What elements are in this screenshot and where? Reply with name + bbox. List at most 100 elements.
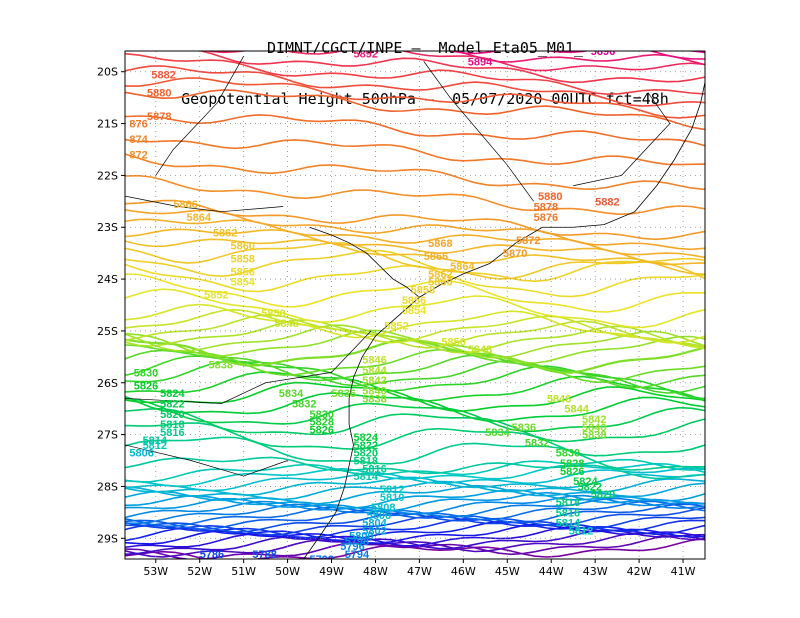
x-tick-label: 50W xyxy=(275,565,300,578)
contour-label: 5832 xyxy=(292,398,316,410)
contour-label: 5814 xyxy=(556,518,581,530)
contour-label: 5896 xyxy=(591,46,615,58)
contour-label: 5880 xyxy=(538,191,562,203)
contour-label: 5844 xyxy=(362,365,387,377)
contour-label: 5876 xyxy=(534,212,558,224)
contour-label: 5858 xyxy=(411,284,435,296)
contour-label: 5818 xyxy=(160,419,184,431)
contour-5878 xyxy=(125,114,705,147)
contour-label: 5802 xyxy=(362,525,386,537)
coastline-southeast xyxy=(419,82,705,298)
contour-5812 xyxy=(125,458,705,483)
contour-label: 5882 xyxy=(595,196,619,208)
contour-label: 5826 xyxy=(560,466,584,478)
contour-label: 5812 xyxy=(569,525,593,537)
contour-5880 xyxy=(125,89,705,131)
contour-label: 5880 xyxy=(147,87,171,99)
x-tick-label: 49W xyxy=(319,565,344,578)
contour-label: 5842 xyxy=(362,375,386,387)
contour-5864 xyxy=(125,228,705,266)
contour-label: 5826 xyxy=(134,380,158,392)
axis-ticks: 53W 52W 51W 50W 49W 48W 47W 46W 45W 44W 43W 42W 41W 2… xyxy=(97,66,696,578)
coastline-map xyxy=(125,56,705,559)
contour-label: 5842 xyxy=(582,414,606,426)
contour-label: 5812 xyxy=(143,440,167,452)
x-tick-label: 42W xyxy=(627,565,652,578)
contour-label: 5810 xyxy=(380,492,404,504)
state-border xyxy=(125,330,372,404)
contour-5860 xyxy=(125,242,705,280)
contour-label: 5824 xyxy=(573,476,598,488)
contour-label: 5808 xyxy=(371,502,395,514)
contour-label: 872 xyxy=(129,150,147,162)
contour-5774 xyxy=(125,532,705,558)
plot-frame xyxy=(124,50,706,560)
contour-label: 874 xyxy=(129,134,148,146)
contour-5784 xyxy=(125,518,705,539)
contour-label: 5882 xyxy=(151,69,175,81)
x-tick-label: 48W xyxy=(363,565,388,578)
y-tick-label: 27S xyxy=(97,429,118,442)
contour-5802 xyxy=(125,482,705,505)
contour-label: 5854 xyxy=(402,305,427,317)
contour-label: 5822 xyxy=(160,398,184,410)
x-tick-label: 44W xyxy=(539,565,564,578)
state-border xyxy=(155,56,244,176)
contour-label: 5870 xyxy=(503,248,527,260)
contour-label: 5814 xyxy=(143,435,168,447)
state-border xyxy=(125,444,288,477)
contour-label: 5794 xyxy=(345,549,370,561)
contour-5846 xyxy=(125,313,705,349)
contour-label: 5840 xyxy=(582,422,606,434)
contour-5790 xyxy=(125,503,705,530)
contour-label: 5858 xyxy=(230,253,254,265)
contour-label: 5828 xyxy=(560,458,584,470)
x-tick-label: 41W xyxy=(671,565,696,578)
x-tick-label: 53W xyxy=(143,565,168,578)
contour-label: 5864 xyxy=(450,261,475,273)
contour-5854 xyxy=(125,273,705,313)
contour-label: 5856 xyxy=(402,295,426,307)
y-tick-label: 22S xyxy=(97,169,118,182)
contour-label: 5866 xyxy=(173,199,197,211)
contour-label: 5820 xyxy=(160,409,184,421)
contour-label: 5786 xyxy=(200,549,224,561)
contour-label: 5788 xyxy=(252,549,276,561)
y-tick-label: 26S xyxy=(97,377,118,390)
contour-label: 5868 xyxy=(428,238,452,250)
contour-label: 5834 xyxy=(485,427,510,439)
contour-label: 5798 xyxy=(345,536,369,548)
y-tick-label: 24S xyxy=(97,273,118,286)
contour-label: 5820 xyxy=(353,448,377,460)
contour-label: 5806 xyxy=(367,510,391,522)
contour-5852 xyxy=(125,288,705,329)
contour-label: 5824 xyxy=(160,388,185,400)
contour-label: 5878 xyxy=(147,111,171,123)
contour-5830 xyxy=(125,360,705,400)
contour-label: 5830 xyxy=(556,448,580,460)
contour-5836 xyxy=(125,344,705,384)
contour-label: 5856 xyxy=(230,266,254,278)
contour-label: 5792 xyxy=(310,554,334,566)
contour-5896 xyxy=(653,51,705,54)
contour-label: 5844 xyxy=(564,404,589,416)
contour-label: 5848 xyxy=(468,344,492,356)
contour-5886 xyxy=(125,53,705,96)
contour-5822 xyxy=(125,397,705,433)
contour-label: 5878 xyxy=(534,202,558,214)
contour-label: 5836 xyxy=(332,388,356,400)
contour-label: 5860 xyxy=(230,240,254,252)
contour-label: 5814 xyxy=(353,471,378,483)
contour-lines xyxy=(125,51,705,559)
contour-5850 xyxy=(125,303,705,344)
contour-5816 xyxy=(125,436,705,471)
contour-5892 xyxy=(452,51,705,66)
contour-5848 xyxy=(125,308,705,349)
state-border xyxy=(125,195,284,213)
contour-5794 xyxy=(125,497,705,525)
contour-label: 5826 xyxy=(310,424,334,436)
contour-label: 5872 xyxy=(516,235,540,247)
contour-5858 xyxy=(125,249,705,283)
state-border xyxy=(423,61,534,202)
contour-5890 xyxy=(205,51,705,72)
